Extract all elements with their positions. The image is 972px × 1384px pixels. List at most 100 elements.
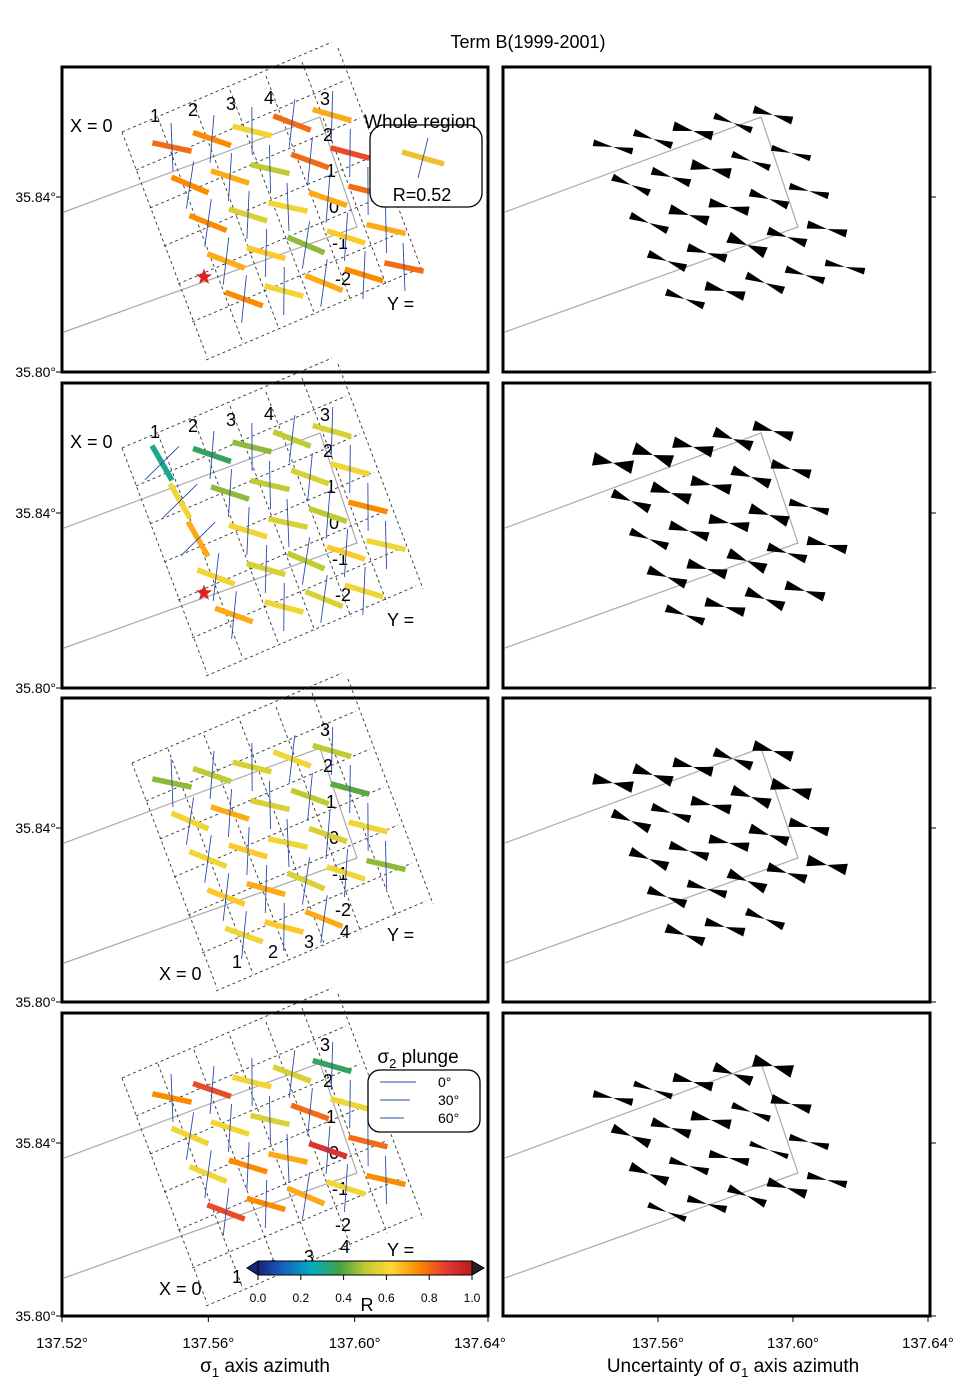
x-tick-label: 137.64° (902, 1335, 954, 1352)
uncertainty-wedge (729, 522, 750, 533)
uncertainty-wedge (769, 199, 790, 210)
uncertainty-wedge (708, 834, 729, 844)
sigma2-line (344, 213, 348, 261)
sigma2-line (330, 90, 334, 140)
uncertainty-wedge (693, 446, 714, 458)
grid-line-y (131, 672, 343, 764)
sigma2-line (222, 873, 230, 921)
grid-x-label: 3 (304, 1247, 314, 1267)
legend-box (367, 1069, 481, 1133)
uncertainty-wedge (653, 1090, 673, 1100)
uncertainty-wedge (631, 442, 653, 455)
uncertainty-wedge (744, 271, 765, 283)
uncertainty-wedge (629, 212, 649, 223)
sigma2-line (325, 491, 331, 539)
uncertainty-wedge (726, 868, 747, 881)
sigma2-line (325, 175, 331, 223)
uncertainty-wedge (773, 431, 794, 442)
colorbar-tick-label: 0.8 (421, 1291, 438, 1305)
uncertainty-wedge (649, 539, 670, 551)
uncertainty-wedge (725, 291, 746, 301)
uncertainty-wedge (693, 1082, 714, 1092)
uncertainty-wedge (628, 847, 649, 859)
panel-frame (501, 65, 932, 374)
legend-plunge-label: 30° (438, 1092, 459, 1108)
colorbar-tick-label: 0.0 (250, 1291, 267, 1305)
uncertainty-wedge (685, 299, 706, 310)
grid-x-label: 4 (264, 88, 274, 108)
epicenter-star (195, 268, 213, 284)
sigma2-line (144, 445, 180, 481)
uncertainty-wedge (751, 161, 771, 172)
y-tick-label: 35.84° (15, 505, 56, 521)
uncertainty-wedge (707, 889, 728, 899)
legend-title-rest: plunge (396, 1047, 458, 1068)
grid-x-label: 1 (150, 422, 160, 442)
grid-line-x (265, 75, 352, 302)
uncertainty-wedge (791, 788, 812, 801)
sigma2-line (288, 1050, 296, 1098)
uncertainty-wedge (765, 919, 786, 931)
uncertainty-wedge (752, 105, 773, 115)
sigma2-line (185, 1112, 195, 1160)
uncertainty-wedge (646, 885, 667, 897)
uncertainty-wedge (752, 740, 773, 751)
sigma2-line (209, 431, 215, 479)
y-tick-label: 35.84° (15, 189, 56, 205)
sigma2-line (286, 1134, 290, 1182)
sigma2-line (241, 275, 247, 323)
uncertainty-wedge (633, 1080, 653, 1090)
sigma2-line (246, 507, 250, 555)
uncertainty-wedge (712, 1062, 733, 1074)
sigma2-line (344, 849, 348, 897)
uncertainty-wedge (769, 515, 790, 527)
uncertainty-wedge (649, 1174, 670, 1186)
uncertainty-wedge (690, 475, 711, 486)
sigma2-line (330, 1041, 334, 1091)
sigma2-line (185, 797, 195, 845)
uncertainty-wedge (649, 859, 670, 871)
uncertainty-wedge (711, 168, 732, 179)
grid-line-y (163, 1101, 375, 1193)
sigma2-line (288, 735, 296, 783)
sigma2-line (301, 221, 311, 269)
panel-frame (501, 1011, 932, 1318)
uncertainty-wedge (769, 1150, 789, 1160)
sigma2-line (162, 483, 198, 519)
sigma2-line (320, 259, 328, 307)
grid-line-x (265, 1021, 352, 1248)
colorbar-tick-label: 0.6 (378, 1291, 395, 1305)
uncertainty-wedge (650, 1117, 671, 1128)
uncertainty-wedge (730, 465, 751, 477)
uncertainty-wedge (671, 177, 692, 188)
grid-line-x (131, 762, 218, 989)
uncertainty-wedge (726, 1184, 747, 1196)
sigma2-line (228, 153, 232, 201)
uncertainty-wedge (611, 173, 631, 185)
uncertainty-wedge (685, 935, 706, 947)
uncertainty-wedge (592, 1090, 613, 1098)
uncertainty-wedge (766, 542, 787, 553)
uncertainty-wedge (672, 757, 693, 768)
uncertainty-wedge (686, 558, 707, 569)
grid-line-x (121, 447, 208, 674)
grid-line-y (149, 1063, 361, 1155)
uncertainty-wedge (809, 827, 830, 837)
y-tick-label: 35.80° (15, 994, 56, 1010)
uncertainty-wedge (610, 808, 631, 821)
grid-line-y (121, 41, 333, 133)
grid-line-x (337, 363, 424, 590)
sigma2-line (307, 137, 313, 185)
sigma2-line (241, 911, 247, 959)
sigma2-line (268, 460, 272, 510)
uncertainty-wedge (704, 281, 725, 291)
sigma2-line (320, 575, 328, 623)
sigma2-line (330, 406, 334, 456)
sigma2-line (170, 1074, 174, 1122)
sigma2-line (384, 840, 388, 890)
sigma2-line (288, 99, 296, 147)
colorbar: 0.0 0.2 0.4 0.6 0.8 1.0 R (246, 1260, 485, 1315)
right-panels (501, 65, 932, 1318)
